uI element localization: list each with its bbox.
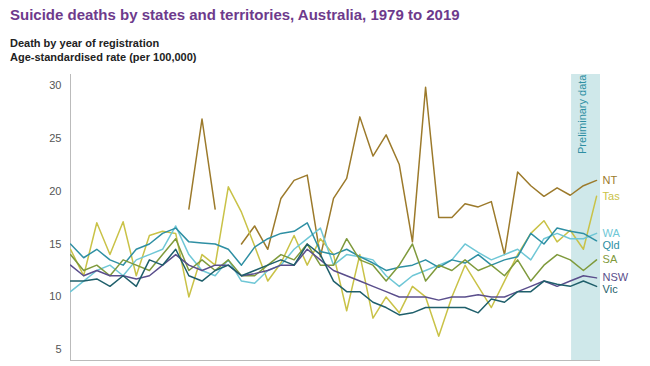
- svg-text:NT: NT: [603, 174, 618, 186]
- svg-text:Preliminary data: Preliminary data: [576, 74, 588, 154]
- html-text:Age-standardised rate (per 100: Age-standardised rate (per 100,000): [10, 51, 197, 63]
- svg-text:Vic: Vic: [603, 283, 619, 295]
- svg-text:5: 5: [55, 343, 61, 355]
- svg-text:15: 15: [49, 238, 61, 250]
- html-text:Suicide deaths by states and t: Suicide deaths by states and territories…: [10, 6, 460, 23]
- svg-text:30: 30: [49, 79, 61, 91]
- svg-text:10: 10: [49, 290, 61, 302]
- html-text:Death by year of registration: Death by year of registration: [10, 37, 160, 49]
- svg-text:Tas: Tas: [603, 190, 621, 202]
- svg-text:SA: SA: [603, 253, 618, 265]
- svg-text:WA: WA: [603, 227, 621, 239]
- svg-text:25: 25: [49, 132, 61, 144]
- svg-text:Qld: Qld: [603, 239, 620, 251]
- svg-text:20: 20: [49, 185, 61, 197]
- svg-text:NSW: NSW: [603, 271, 629, 283]
